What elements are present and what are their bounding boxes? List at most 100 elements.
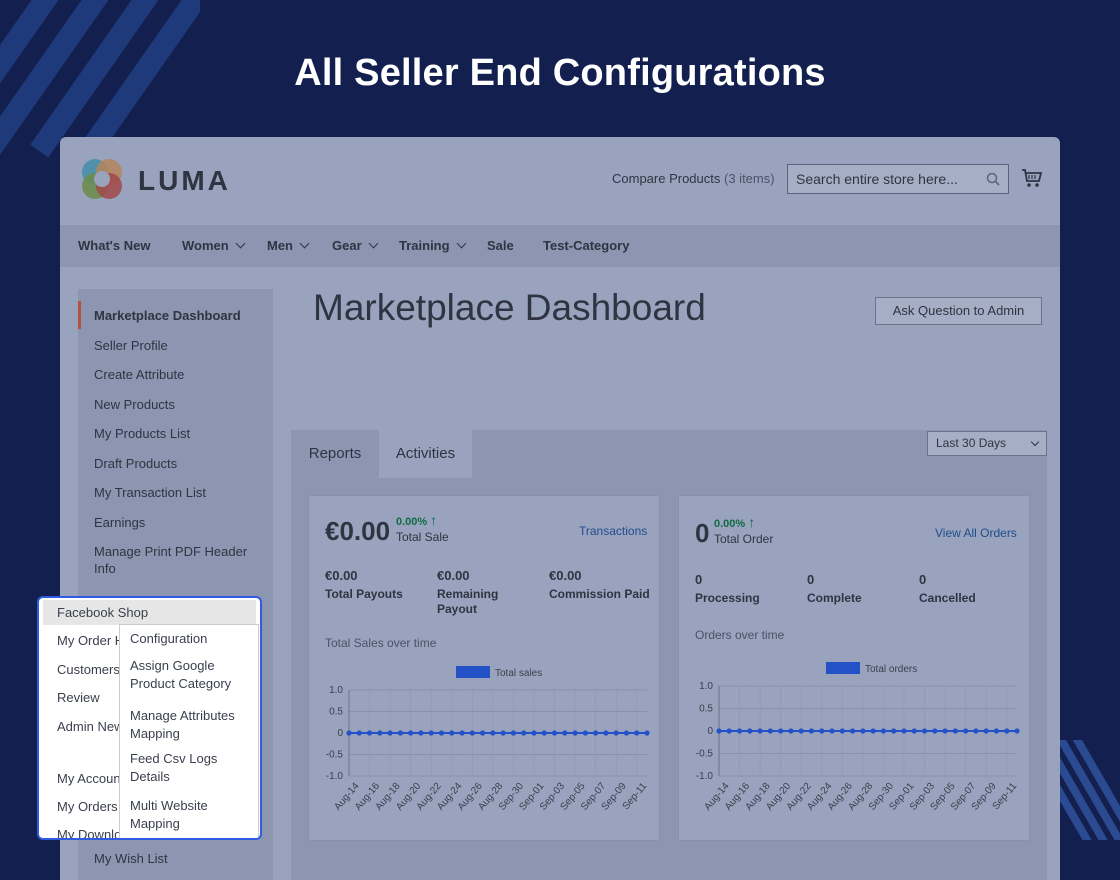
nav-item-gear[interactable]: Gear [332,238,379,253]
active-indicator [78,301,81,329]
y-tick-label: -0.5 [326,750,344,761]
nav-item-test-category[interactable]: Test-Category [543,238,629,253]
orders-chart: Total orders1.00.50-0.5-1.0Aug-14Aug-16A… [696,662,1020,813]
chart-legend: Total orders [826,662,917,675]
data-point [808,728,815,734]
nav-item-whats-new[interactable]: What's New [78,238,150,253]
chart-legend: Total sales [456,666,542,679]
y-tick-label: 0 [337,728,343,739]
data-point [346,730,352,736]
nav-item-men[interactable]: Men [267,238,310,253]
sales-change-value: 0.00% [396,516,428,528]
cart-icon[interactable] [1021,167,1043,189]
search-box [787,164,1009,194]
sidebar-item-seller-profile[interactable]: Seller Profile [94,338,168,353]
sidebar-item-my-transaction-list[interactable]: My Transaction List [94,485,206,500]
data-point [942,728,948,734]
submenu-item-assign-google-category[interactable]: Assign Google Product Category [130,658,232,691]
sidebar-item-new-products[interactable]: New Products [94,397,175,412]
sidebar-item-marketplace-dashboard[interactable]: Marketplace Dashboard [94,308,241,323]
sidebar-item-create-attribute[interactable]: Create Attribute [94,367,185,382]
compare-products-link[interactable]: Compare Products (3 items) [612,171,775,186]
data-point [726,728,732,734]
data-point [428,730,434,736]
data-point [397,730,403,736]
y-tick-label: 1.0 [699,681,713,692]
data-point [911,728,917,734]
sales-chart-title: Total Sales over time [325,636,437,650]
sidebar-item-earnings[interactable]: Earnings [94,515,146,530]
sidebar-item-review[interactable]: Review [57,690,100,705]
search-input[interactable] [788,165,978,193]
total-order-value: 0 [695,518,710,548]
data-point [849,728,856,734]
y-tick-label: -1.0 [326,771,344,782]
data-point [377,730,383,736]
total-payouts-label: Total Payouts [325,587,403,601]
sidebar-item-manage-print-pdf[interactable]: Manage Print PDF Header Info [94,544,248,576]
arrow-up-icon: ↑ [430,512,438,528]
data-point [973,728,979,734]
data-point [819,728,825,734]
data-point [983,728,989,734]
submenu-item-feed-csv-logs[interactable]: Feed Csv Logs Details [130,751,218,784]
data-point [531,730,537,736]
compare-count: (3 items) [724,171,775,186]
logo-text[interactable]: LUMA [138,165,231,196]
submenu-item-multi-website-mapping[interactable]: Multi Website Mapping [130,798,208,831]
tab-reports[interactable]: Reports [291,430,379,478]
remaining-payout-label: Remaining Payout [437,587,499,616]
commission-paid-label: Commission Paid [549,587,650,601]
nav-label: Men [267,238,293,253]
chevron-down-icon [368,238,379,249]
data-point [582,730,588,736]
sidebar-item-my-account[interactable]: My Accoun [57,771,121,786]
sidebar-item-my-wish-list[interactable]: My Wish List [94,851,168,866]
total-sale-label: Total Sale [396,530,449,544]
data-point [952,728,958,734]
sidebar-item-my-order-history[interactable]: My Order H [57,633,125,648]
data-point [644,730,650,736]
data-point [747,728,753,734]
processing-value: 0 [695,572,703,587]
data-point [356,730,362,736]
sidebar-item-my-products-list[interactable]: My Products List [94,426,191,441]
data-point [541,730,547,736]
ask-question-button[interactable]: Ask Question to Admin [875,297,1042,325]
view-all-orders-link[interactable]: View All Orders [935,526,1017,540]
legend-swatch [456,666,490,678]
data-point [418,730,424,736]
data-point [593,730,599,736]
search-icon[interactable] [986,172,1000,186]
nav-item-training[interactable]: Training [399,238,467,253]
data-point [479,730,486,736]
submenu-item-manage-attributes-mapping[interactable]: Manage Attributes Mapping [130,708,235,741]
total-sale-value: €0.00 [325,516,391,546]
store-header: LUMA Compare Products (3 items) [60,137,1060,225]
luma-logo-icon[interactable] [78,155,126,203]
hero-title: All Seller End Configurations [294,52,826,94]
chevron-down-icon [456,238,467,249]
y-tick-label: 1.0 [329,685,343,696]
arrow-up-icon: ↑ [748,514,756,530]
tab-activities[interactable]: Activities [379,430,472,478]
complete-label: Complete [807,591,862,605]
nav-item-women[interactable]: Women [182,238,246,253]
transactions-link[interactable]: Transactions [579,524,648,538]
nav-item-sale[interactable]: Sale [487,238,514,253]
menu-item-facebook-shop[interactable]: Facebook Shop [43,600,256,625]
page-title: Marketplace Dashboard [313,287,706,328]
data-point [366,730,373,736]
orders-chart-title: Orders over time [695,628,785,642]
sidebar-item-draft-products[interactable]: Draft Products [94,456,178,471]
data-point [438,730,445,736]
sales-chart: Total sales1.00.50-0.5-1.0Aug-14Aug-16Au… [326,666,650,813]
sidebar-item-customers[interactable]: Customers [57,662,120,677]
period-select[interactable]: Last 30 Days [927,431,1047,456]
submenu-item-configuration[interactable]: Configuration [130,631,208,646]
sidebar-item-admin-news[interactable]: Admin New [57,719,124,734]
sidebar-item-my-orders[interactable]: My Orders [57,799,118,814]
data-point [901,728,907,734]
main-navigation: What's New Women Men Gear Training Sale … [60,225,1060,267]
data-point [778,728,784,734]
